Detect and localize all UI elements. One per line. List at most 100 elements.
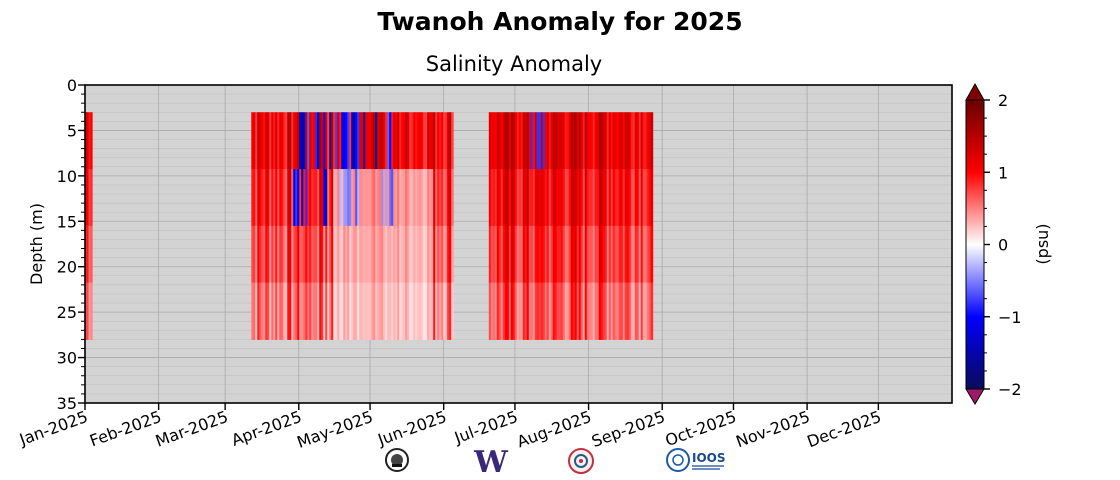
anomaly-cell [333, 225, 336, 284]
anomaly-cell [604, 282, 608, 340]
anomaly-cell [367, 282, 370, 340]
anomaly-cell [269, 282, 272, 340]
anomaly-cell [281, 169, 284, 227]
anomaly-cell [345, 112, 348, 170]
anomaly-cell [447, 112, 450, 170]
anomaly-cell [349, 169, 352, 227]
anomaly-cell [596, 112, 600, 170]
anomaly-cell [578, 169, 582, 227]
anomaly-cell [381, 112, 384, 170]
anomaly-cell [337, 169, 340, 227]
anomaly-cell [618, 169, 622, 227]
anomaly-cell [628, 225, 632, 284]
anomaly-cell [331, 169, 334, 227]
anomaly-cell [584, 225, 588, 284]
x-tick-label: Nov-2025 [733, 407, 812, 451]
anomaly-cell [323, 112, 326, 170]
anomaly-cell [516, 112, 520, 170]
anomaly-cell [389, 225, 392, 284]
anomaly-cell [357, 282, 360, 340]
anomaly-cell [313, 112, 316, 170]
anomaly-cell [586, 112, 590, 170]
anomaly-cell [421, 169, 424, 227]
anomaly-cell [289, 112, 292, 170]
anomaly-cell [596, 282, 600, 340]
anomaly-cell [287, 225, 290, 284]
colorbar-over-extension [965, 82, 985, 101]
anomaly-cell [614, 112, 618, 170]
anomaly-cell [325, 225, 328, 284]
anomaly-cell [343, 225, 346, 284]
anomaly-cell [498, 225, 502, 284]
anomaly-cell [524, 169, 528, 227]
anomaly-cell [355, 112, 358, 170]
anomaly-cell [317, 112, 320, 170]
x-tick-label: Oct-2025 [663, 407, 739, 450]
anomaly-cell [313, 225, 316, 284]
anomaly-cell [341, 112, 344, 170]
anomaly-cell [558, 225, 562, 284]
anomaly-cell [399, 112, 402, 170]
anomaly-cell [512, 112, 516, 170]
anomaly-cell [409, 112, 412, 170]
anomaly-cell [405, 169, 408, 227]
anomaly-cell [389, 282, 392, 340]
anomaly-cell [506, 112, 510, 170]
anomaly-cell [564, 282, 568, 340]
anomaly-cell [437, 225, 440, 284]
anomaly-cell [512, 169, 516, 227]
anomaly-cell [341, 225, 344, 284]
anomaly-cell [309, 282, 312, 340]
anomaly-cell [253, 112, 256, 170]
data-segment [85, 112, 93, 340]
anomaly-cell [257, 225, 260, 284]
x-tick-label: Feb-2025 [87, 407, 164, 450]
anomaly-cell [604, 225, 608, 284]
anomaly-cell [506, 169, 510, 227]
anomaly-cell [445, 169, 448, 227]
anomaly-cell [608, 112, 612, 170]
anomaly-cell [494, 282, 498, 340]
anomaly-cell [411, 112, 414, 170]
anomaly-cell [86, 169, 90, 227]
anomaly-cell [405, 112, 408, 170]
anomaly-cell [514, 282, 518, 340]
anomaly-cell [644, 225, 648, 284]
anomaly-cell [427, 112, 430, 170]
anomaly-cell [592, 225, 596, 284]
anomaly-cell [375, 169, 378, 227]
anomaly-cell [528, 225, 532, 284]
anomaly-cell [353, 225, 356, 284]
anomaly-cell [395, 225, 398, 284]
anomaly-cell [343, 112, 346, 170]
anomaly-cell [498, 112, 502, 170]
anomaly-cell [530, 112, 534, 170]
anomaly-cell [339, 225, 342, 284]
anomaly-cell [570, 112, 574, 170]
anomaly-cell [582, 169, 586, 227]
anomaly-cell [309, 169, 312, 227]
anomaly-cell [630, 225, 634, 284]
anomaly-cell [309, 112, 312, 170]
y-tick-label: 20 [57, 258, 77, 277]
anomaly-cell [598, 169, 602, 227]
anomaly-cell [536, 282, 540, 340]
anomaly-cell [490, 282, 494, 340]
anomaly-cell [359, 169, 362, 227]
anomaly-cell [387, 112, 390, 170]
anomaly-cell [640, 169, 644, 227]
anomaly-cell [369, 282, 372, 340]
anomaly-cell [610, 112, 614, 170]
anomaly-cell [552, 169, 556, 227]
anomaly-cell [313, 169, 316, 227]
logos: W IOOS [385, 445, 726, 480]
anomaly-cell [365, 225, 368, 284]
anomaly-cell [606, 169, 610, 227]
anomaly-cell [295, 112, 298, 170]
anomaly-cell [297, 112, 300, 170]
anomaly-cell [419, 112, 422, 170]
anomaly-cell [273, 225, 276, 284]
anomaly-cell [279, 169, 282, 227]
anomaly-cell [445, 112, 448, 170]
anomaly-cell [271, 169, 274, 227]
